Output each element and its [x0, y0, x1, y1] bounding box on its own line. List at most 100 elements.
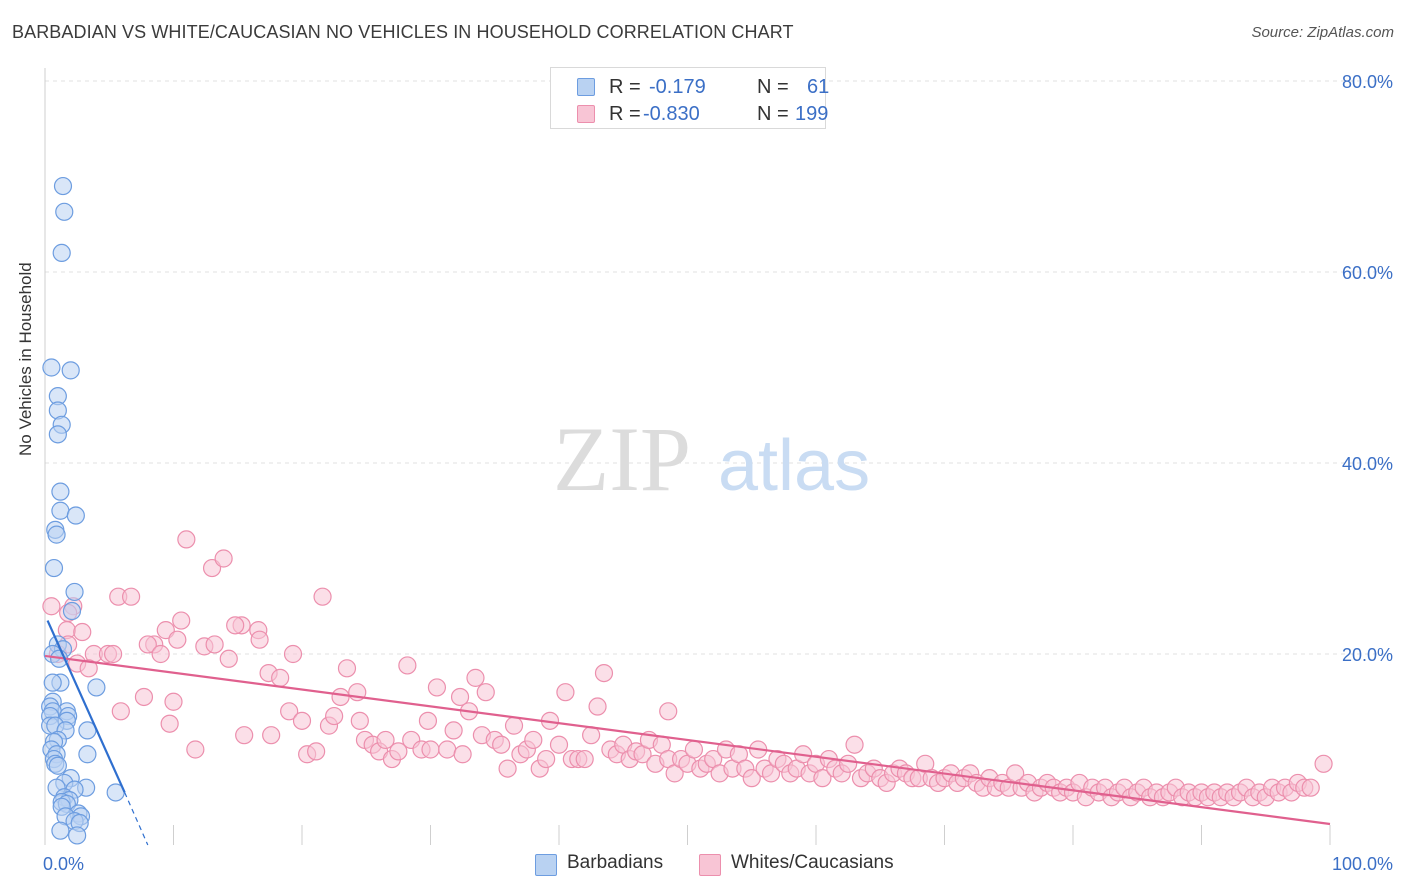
whites-point [214, 549, 233, 568]
whites-point [292, 711, 312, 730]
whites-point [813, 769, 832, 788]
whites-point [659, 702, 678, 721]
whites-point [444, 721, 463, 740]
whites-point [313, 587, 332, 606]
r-value: -0.179 [649, 76, 706, 98]
whites-point [504, 716, 524, 735]
whites-point [498, 759, 517, 778]
watermark-zip: ZIP [553, 408, 691, 510]
whites-point [177, 530, 196, 549]
whites-trend-line [44, 654, 1331, 826]
barbadians-point [87, 678, 106, 697]
whites-point [684, 740, 704, 759]
whites-point [331, 687, 350, 707]
n-label: N = [757, 103, 789, 125]
barbadians-swatch [577, 78, 595, 96]
barbadians-point [55, 202, 74, 221]
whites-point [73, 622, 92, 642]
barbadians-point [62, 601, 82, 621]
whites-point [271, 668, 290, 687]
whites-point [151, 644, 170, 664]
whites-point [280, 702, 299, 721]
whites-point [476, 683, 495, 702]
barbadians-point [66, 506, 85, 525]
whites-point [138, 635, 157, 654]
whites-point [588, 697, 607, 716]
whites-point [575, 749, 594, 769]
barbadians-point [52, 243, 71, 262]
n-value: 199 [795, 103, 829, 125]
whites-point [325, 706, 344, 726]
barbadians-point [44, 558, 64, 578]
whites-point [134, 687, 154, 707]
whites-point [168, 630, 187, 649]
whites-point [219, 649, 238, 668]
y-tick-label: 20.0% [1342, 645, 1393, 665]
barbadians-point [68, 826, 87, 845]
whites-point [1314, 754, 1333, 773]
source-label: Source: ZipAtlas.com [1251, 24, 1394, 41]
whites-point [160, 714, 179, 733]
whites-point [418, 711, 438, 730]
whites-point [250, 630, 269, 649]
whites-point [186, 740, 205, 759]
barbadians-point [61, 361, 80, 380]
whites-point [537, 749, 556, 769]
chart-title: BARBADIAN VS WHITE/CAUCASIAN NO VEHICLES… [12, 22, 794, 42]
whites-point [594, 663, 614, 683]
barbadians-point [78, 745, 97, 764]
barbadians-point [53, 176, 73, 196]
barbadians-legend-swatch [535, 854, 557, 876]
barbadians-point [51, 482, 70, 501]
barbadians-point [51, 821, 70, 840]
barbadians-point [48, 756, 67, 775]
whites-point [524, 730, 543, 750]
whites-point [337, 659, 357, 678]
whites-point [42, 597, 61, 616]
correlation-legend: R = -0.179 N = 61 R = -0.830 N = 199 [550, 67, 830, 129]
legend-label: Whites/Caucasians [731, 852, 894, 873]
whites-point [111, 702, 130, 721]
whites-point [427, 678, 447, 697]
whites-point [164, 692, 183, 711]
whites-point [226, 616, 245, 635]
whites-point [438, 740, 457, 759]
y-tick-label: 60.0% [1342, 263, 1393, 283]
whites-point [492, 735, 511, 754]
y-tick-label: 80.0% [1342, 72, 1393, 92]
whites-point [453, 745, 472, 764]
y-tick-label: 40.0% [1342, 454, 1393, 474]
x-tick-label: 100.0% [1332, 854, 1393, 874]
whites-point [742, 769, 761, 788]
whites-swatch [577, 105, 595, 123]
whites-point [1301, 778, 1320, 797]
whites-point [845, 735, 864, 754]
barbadians-point [43, 673, 62, 692]
trend-layer [44, 620, 1331, 846]
barbadians-point [51, 501, 70, 520]
whites-point [172, 611, 191, 630]
watermark-atlas: atlas [718, 426, 870, 506]
n-label: N = [757, 76, 789, 98]
whites-point [450, 687, 470, 707]
n-value: 61 [807, 76, 830, 98]
legend-label: Barbadians [567, 852, 664, 873]
whites-legend-swatch [699, 854, 721, 876]
whites-point [79, 659, 98, 678]
barbadians-trend-extension [124, 792, 149, 846]
r-value: -0.830 [643, 103, 700, 125]
whites-point [466, 668, 485, 687]
grid-layer [45, 80, 1392, 655]
whites-point [235, 726, 254, 745]
points-layer [41, 176, 1333, 845]
whites-point [421, 740, 440, 759]
barbadians-point [42, 358, 61, 377]
whites-point [839, 754, 858, 773]
whites-point [262, 726, 281, 745]
whites-point [283, 644, 303, 664]
x-tick-label: 0.0% [43, 854, 84, 874]
whites-point [556, 683, 575, 702]
r-label: R = [609, 76, 641, 98]
whites-point [104, 644, 123, 664]
